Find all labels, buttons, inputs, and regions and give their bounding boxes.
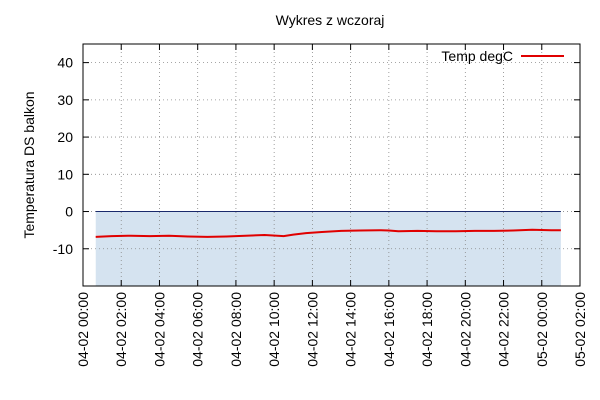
- y-tick-label: 0: [65, 204, 73, 220]
- y-tick-label: 40: [57, 55, 73, 71]
- x-tick-label: 04-02 02:00: [113, 292, 129, 367]
- x-tick-label: 05-02 02:00: [572, 292, 588, 367]
- x-tick-label: 04-02 18:00: [419, 292, 435, 367]
- tick-label-layer: -10 0 10 20 30 40 04-02 00:00 04-02 02:00 04-02 …: [53, 55, 588, 367]
- series-line-temp-degc: [95, 228, 561, 238]
- x-tick-label: 05-02 00:00: [534, 292, 550, 367]
- y-tick-label: 30: [57, 92, 73, 108]
- x-tick-label: 04-02 04:00: [152, 292, 168, 367]
- x-tick-label: 04-02 20:00: [457, 292, 473, 367]
- x-tick-label: 04-02 06:00: [190, 292, 206, 367]
- plot-frame: [82, 43, 581, 287]
- chart-title: Wykres z wczoraj: [276, 12, 385, 28]
- legend: Temp degC: [441, 48, 564, 64]
- x-tick-label: 04-02 00:00: [75, 292, 91, 367]
- x-tick-label: 04-02 22:00: [496, 292, 512, 367]
- y-tick-label: 20: [57, 129, 73, 145]
- y-tick-label: 10: [57, 166, 73, 182]
- legend-label: Temp degC: [441, 48, 513, 64]
- x-tick-label: 04-02 16:00: [381, 292, 397, 367]
- x-tick-label: 04-02 14:00: [343, 292, 359, 367]
- tick-layer: [82, 44, 581, 286]
- x-tick-label: 04-02 08:00: [228, 292, 244, 367]
- y-tick-label: -10: [53, 241, 73, 257]
- x-tick-label: 04-02 10:00: [266, 292, 282, 367]
- x-tick-label: 04-02 12:00: [304, 292, 320, 367]
- y-axis-label: Temperatura DS balkon: [21, 91, 37, 238]
- series-line-layer: [95, 211, 561, 238]
